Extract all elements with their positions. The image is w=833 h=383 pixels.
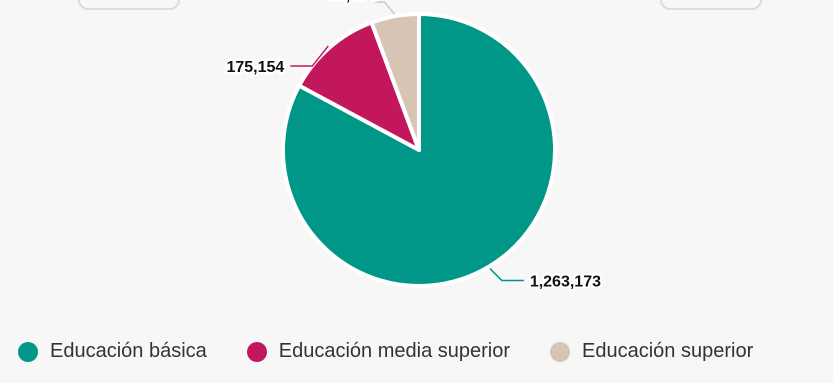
- pie-slice-educacion-media-superior[interactable]: [297, 20, 421, 152]
- legend-swatch: [18, 341, 38, 362]
- legend-item-educacion-basica[interactable]: Educación básica: [18, 340, 207, 363]
- legend-item-educacion-superior[interactable]: Educación superior: [550, 340, 753, 363]
- legend-swatch: [550, 341, 571, 362]
- data-label-connector-educacion-media-superior: [290, 45, 329, 67]
- chart-legend: Educación básica Educación media superio…: [18, 340, 753, 363]
- data-label-educacion-basica: 1,263,173: [530, 273, 601, 290]
- data-label-connector-educacion-basica: [489, 267, 524, 282]
- legend-label: Educación básica: [50, 340, 207, 362]
- legend-label: Educación superior: [582, 340, 754, 362]
- data-label-educacion-superior: 86,374: [328, 0, 377, 4]
- data-label-connector-educacion-superior: [374, 1, 396, 15]
- data-label-educacion-media-superior: 175,154: [226, 59, 284, 76]
- pie-chart: 1,263,173 175,154 86,374: [224, 0, 603, 292]
- legend-item-educacion-media-superior[interactable]: Educación media superior: [246, 340, 511, 363]
- legend-swatch: [246, 341, 267, 362]
- legend-label: Educación media superior: [278, 340, 511, 362]
- pie-slice-educacion-superior[interactable]: [369, 12, 421, 152]
